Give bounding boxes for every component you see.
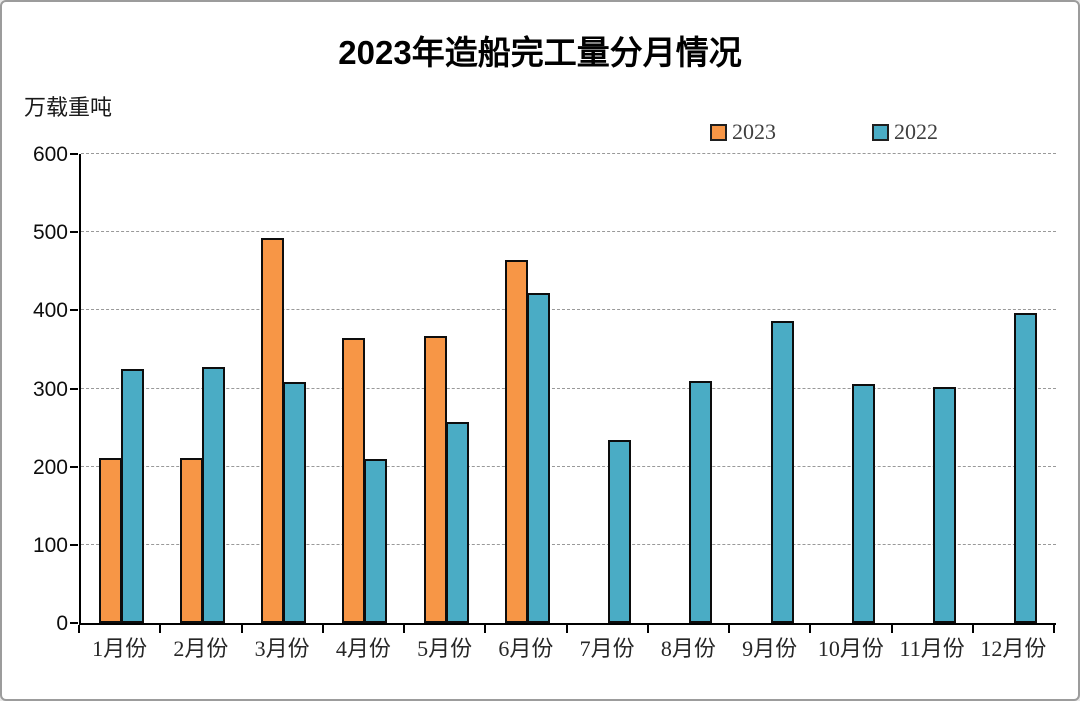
bar-2022-10月份 [851, 383, 875, 623]
x-axis-tick-0 [78, 625, 80, 633]
bar-2022-6月份 [526, 293, 550, 623]
legend: 2023 2022 [710, 121, 938, 143]
x-axis-tick-4 [403, 625, 405, 633]
gridline-300 [81, 387, 1056, 389]
bar-2023-3月份 [261, 237, 285, 623]
y-axis-label-600: 600 [32, 143, 68, 166]
y-axis-label-300: 300 [32, 377, 68, 401]
y-axis-label-400: 400 [32, 299, 68, 323]
gridline-200 [81, 465, 1056, 467]
bar-2022-2月份 [201, 367, 225, 623]
x-axis-tick-8 [728, 625, 730, 633]
gridline-100 [81, 543, 1056, 545]
legend-item-2022: 2022 [872, 121, 938, 143]
y-axis-unit-label: 万载重吨 [24, 95, 113, 120]
x-axis-label-11月份: 11月份 [899, 636, 965, 661]
x-axis-label-6月份: 6月份 [498, 636, 554, 661]
bar-2022-8月份 [689, 381, 713, 623]
bar-2023-4月份 [342, 338, 366, 623]
plot-area [79, 153, 1056, 625]
y-axis-label-0: 0 [56, 612, 68, 635]
legend-label-2022: 2022 [894, 119, 938, 144]
y-axis-tick-200 [70, 465, 78, 468]
legend-swatch-2022 [872, 123, 889, 141]
x-axis-tick-10 [890, 625, 893, 633]
x-axis-label-10月份: 10月份 [817, 636, 884, 661]
bar-2022-3月份 [283, 382, 307, 623]
x-axis-tick-11 [971, 625, 974, 633]
bar-2022-11月份 [933, 386, 957, 623]
gridline-400 [81, 309, 1056, 311]
x-axis-label-3月份: 3月份 [254, 636, 310, 661]
bar-2022-7月份 [608, 440, 632, 623]
y-axis-tick-0 [70, 622, 78, 624]
x-axis-label-8月份: 8月份 [660, 636, 716, 661]
bar-2022-5月份 [445, 422, 469, 623]
legend-label-2023: 2023 [732, 119, 776, 144]
y-axis-tick-600 [70, 153, 78, 155]
x-axis-tick-2 [240, 625, 243, 633]
bar-2022-9月份 [770, 321, 794, 623]
x-axis-label-7月份: 7月份 [579, 636, 635, 661]
bar-2023-1月份 [98, 458, 122, 623]
x-axis-tick-5 [484, 625, 487, 633]
x-axis-label-2月份: 2月份 [173, 636, 229, 661]
y-axis-label-200: 200 [32, 455, 68, 479]
bar-2022-1月份 [120, 368, 144, 623]
y-axis-tick-500 [70, 231, 78, 234]
y-axis-tick-400 [70, 309, 78, 312]
x-axis-label-5月份: 5月份 [417, 636, 473, 661]
legend-swatch-2023 [710, 123, 727, 141]
x-axis-tick-7 [646, 625, 649, 633]
bar-2023-2月份 [179, 458, 203, 623]
x-axis-label-9月份: 9月份 [742, 636, 798, 661]
x-axis-tick-9 [809, 625, 812, 633]
x-axis-tick-1 [159, 625, 162, 633]
x-axis-tick-12 [1053, 625, 1055, 633]
x-axis-tick-3 [321, 625, 324, 633]
bar-2023-6月份 [504, 259, 528, 623]
bar-2022-12月份 [1014, 312, 1038, 623]
x-axis-label-1月份: 1月份 [92, 636, 148, 661]
legend-item-2023: 2023 [710, 121, 776, 143]
x-axis-label-12月份: 12月份 [980, 636, 1047, 661]
y-axis-label-500: 500 [32, 221, 68, 245]
y-axis-label-100: 100 [32, 533, 68, 557]
x-axis-label-4月份: 4月份 [335, 636, 391, 661]
gridline-600 [81, 153, 1056, 154]
chart-title: 2023年造船完工量分月情况 [338, 34, 742, 71]
gridline-500 [81, 231, 1056, 233]
y-axis-tick-300 [70, 387, 78, 390]
bar-2022-4月份 [364, 458, 388, 623]
bar-2023-5月份 [423, 336, 447, 623]
x-axis-tick-6 [565, 625, 568, 633]
y-axis-tick-100 [70, 543, 78, 546]
